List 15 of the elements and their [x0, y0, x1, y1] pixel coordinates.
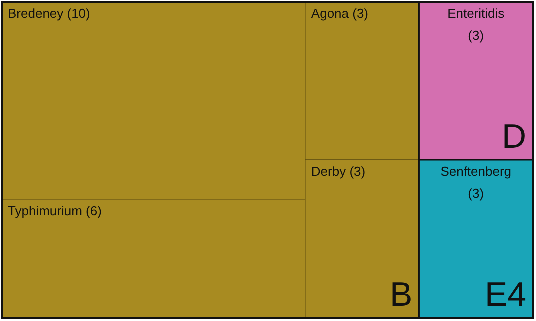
category-label: Bredeney [8, 6, 64, 21]
data-label: (3) [350, 164, 366, 179]
data-label: (3) [468, 186, 484, 201]
category-label: Derby [311, 164, 347, 179]
category-label: Senftenberg [440, 164, 512, 179]
text: D [502, 118, 527, 156]
category-label: Typhimurium [8, 203, 82, 218]
data-label: (6) [86, 203, 102, 218]
text: B [390, 276, 413, 314]
data-label: (10) [67, 6, 90, 21]
category-label: Enteritidis [448, 6, 506, 21]
category-label: Agona [311, 6, 350, 21]
data-label: (3) [468, 28, 484, 43]
data-label: (3) [352, 6, 369, 21]
text: E4 [485, 276, 527, 314]
